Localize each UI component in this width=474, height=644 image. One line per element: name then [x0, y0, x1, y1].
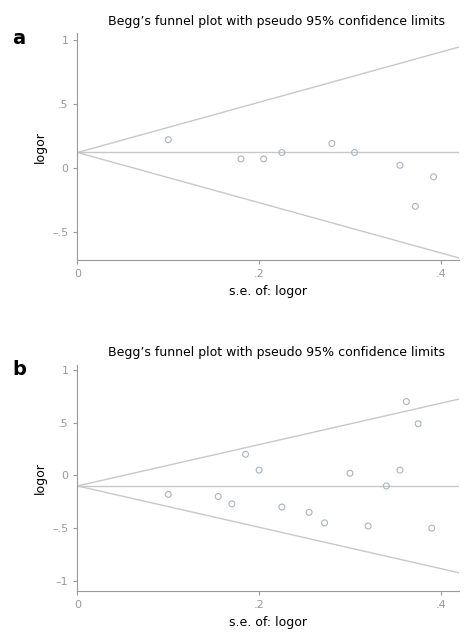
- Point: [428, 523, 436, 533]
- Point: [402, 397, 410, 407]
- Text: Begg’s funnel plot with pseudo 95% confidence limits: Begg’s funnel plot with pseudo 95% confi…: [108, 15, 445, 28]
- Point: [383, 481, 390, 491]
- Point: [328, 138, 336, 149]
- Point: [164, 489, 172, 500]
- Text: a: a: [13, 29, 26, 48]
- Point: [237, 154, 245, 164]
- Point: [278, 502, 286, 512]
- Point: [164, 135, 172, 145]
- Point: [414, 419, 422, 429]
- Point: [396, 465, 404, 475]
- Text: b: b: [13, 360, 27, 379]
- Point: [396, 160, 404, 171]
- Point: [351, 147, 358, 158]
- Point: [255, 465, 263, 475]
- X-axis label: s.e. of: logor: s.e. of: logor: [229, 616, 307, 629]
- Point: [260, 154, 267, 164]
- X-axis label: s.e. of: logor: s.e. of: logor: [229, 285, 307, 298]
- Point: [411, 201, 419, 211]
- Point: [214, 491, 222, 502]
- Point: [365, 521, 372, 531]
- Point: [430, 172, 438, 182]
- Y-axis label: logor: logor: [34, 462, 46, 494]
- Point: [278, 147, 286, 158]
- Y-axis label: logor: logor: [34, 131, 46, 163]
- Point: [321, 518, 328, 528]
- Point: [305, 507, 313, 518]
- Point: [228, 498, 236, 509]
- Point: [242, 449, 249, 459]
- Point: [346, 468, 354, 478]
- Text: Begg’s funnel plot with pseudo 95% confidence limits: Begg’s funnel plot with pseudo 95% confi…: [108, 346, 445, 359]
